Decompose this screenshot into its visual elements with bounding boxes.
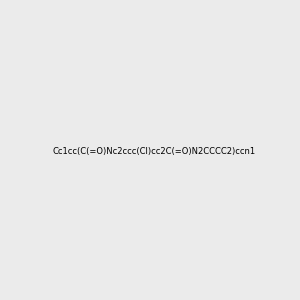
Text: Cc1cc(C(=O)Nc2ccc(Cl)cc2C(=O)N2CCCC2)ccn1: Cc1cc(C(=O)Nc2ccc(Cl)cc2C(=O)N2CCCC2)ccn… — [52, 147, 255, 156]
